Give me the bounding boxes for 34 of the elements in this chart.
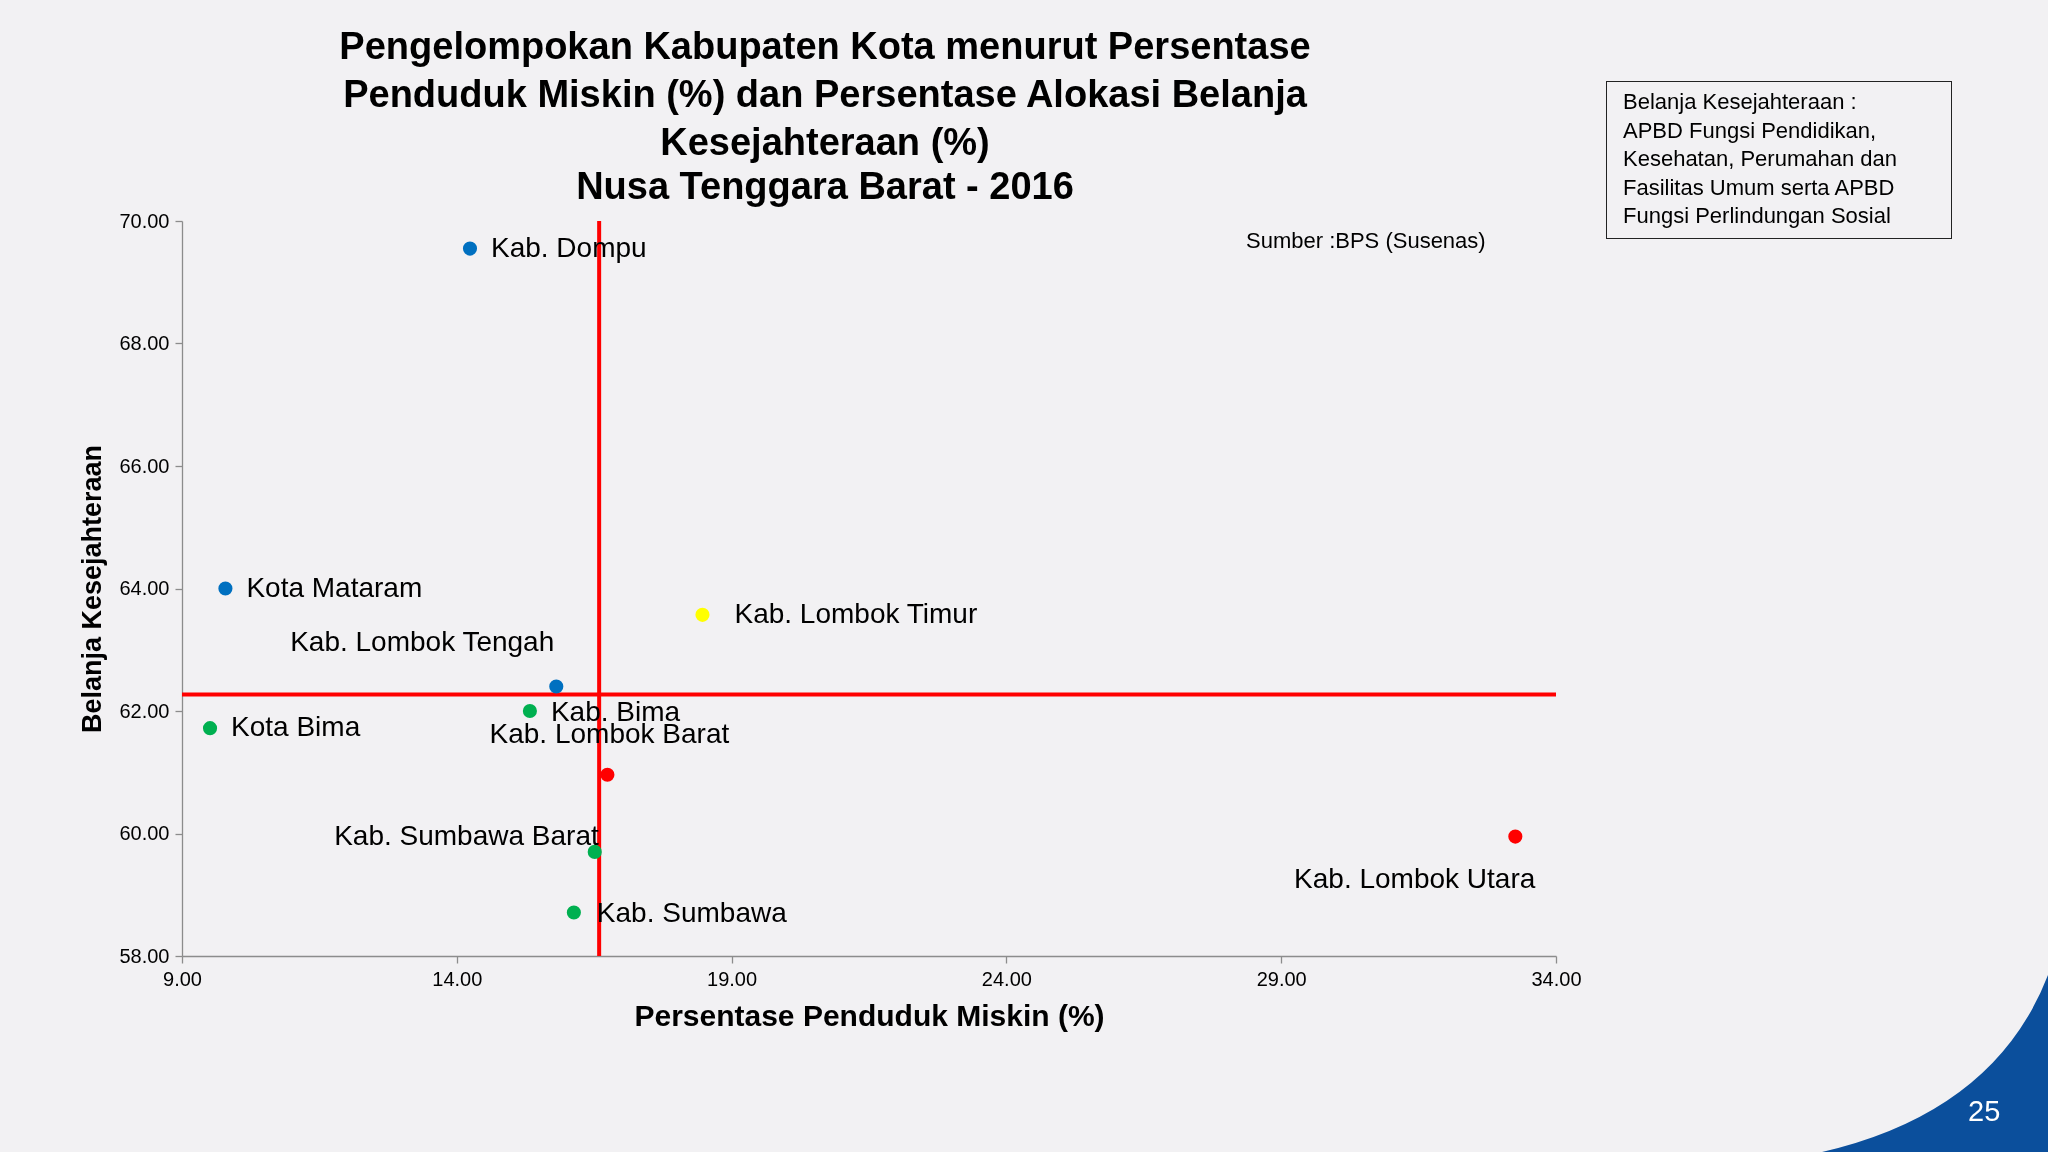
x-axis-title: Persentase Penduduk Miskin (%) [634, 998, 1105, 1032]
x-tick-label: 14.00 [432, 967, 483, 990]
text: 25 [1968, 1095, 2001, 1128]
annotation: Kota Mataram [246, 571, 423, 603]
y-tick-label: 60.00 [119, 822, 170, 844]
point [600, 767, 615, 782]
x-tick-label: 34.00 [1531, 967, 1582, 990]
text: Belanja Kesejahteraan : APBD Fungsi Pendidikan, Kesehatan, Perumahan dan Fasilitas Umum serta APBD Fungsi Perlindungan Sosial [1623, 88, 1898, 230]
y-tick-label: 68.00 [119, 332, 170, 354]
y-axis-title: Belanja Kesejahteraan [77, 444, 108, 734]
annotation: Sumber :BPS (Susenas) [1246, 228, 1486, 254]
point [566, 905, 581, 920]
annotation: Kab. Lombok Timur [734, 597, 978, 629]
x-tick-label: 19.00 [707, 967, 758, 990]
y-tick-label: 58.00 [119, 944, 170, 967]
x-tick-label: 9.00 [163, 967, 202, 990]
point [549, 679, 564, 694]
y-tick-label: 70.00 [119, 209, 170, 232]
point [522, 703, 537, 719]
point [695, 607, 710, 622]
point [202, 721, 218, 736]
annotation: Kota Bima [231, 711, 361, 743]
y-tick-label: 66.00 [119, 454, 170, 477]
point [1508, 829, 1523, 844]
point [218, 581, 233, 596]
chart-title: Pengelompokan Kabupaten Kota menurut Persentase Penduduk Miskin (%) dan Persentase Alokasi Belanja Kesejahteraan (%) [339, 25, 1311, 163]
y-tick-label: 62.00 [119, 699, 170, 722]
annotation: Kab. Lombok Utara [1294, 862, 1536, 894]
x-tick-label: 29.00 [1256, 967, 1307, 990]
y-tick-label: 64.00 [119, 577, 170, 599]
point [462, 241, 478, 256]
x-tick-label: 24.00 [981, 967, 1032, 990]
annotation: Kab. Lombok Tengah [290, 625, 555, 657]
chart-subtitle: Nusa Tenggara Barat - 2016 [576, 165, 1074, 207]
